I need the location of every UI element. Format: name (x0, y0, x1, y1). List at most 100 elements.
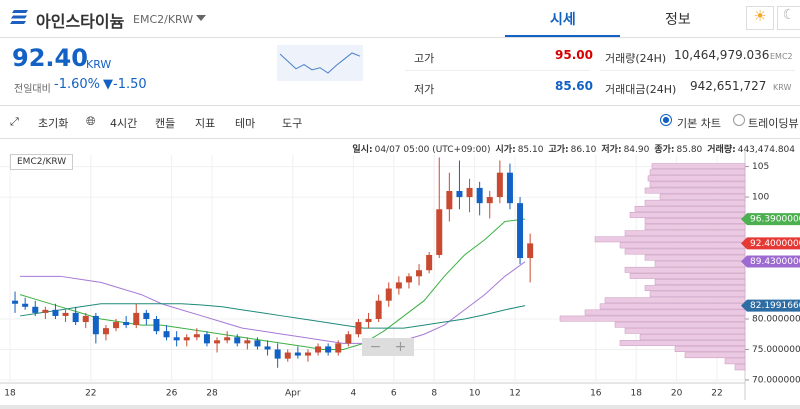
profile-bar (624, 327, 746, 334)
tab-active[interactable] (505, 0, 620, 37)
value-label: 거래대금(24H) (605, 83, 677, 96)
x-tick-label: 4 (351, 389, 357, 399)
y-tick-label: 75.00000000 (752, 345, 800, 355)
candle-body (173, 337, 180, 341)
profile-bar (619, 340, 746, 346)
candle-body (517, 203, 524, 259)
profile-bar (599, 303, 746, 310)
chart-mode[interactable]: 트레이딩뷰 (748, 117, 799, 130)
profile-bar (734, 364, 746, 371)
ma-line (20, 261, 526, 344)
info-label: 고가: (548, 145, 569, 155)
profile-bar (654, 279, 746, 285)
info-value: 443,474.804 (737, 145, 795, 155)
tool[interactable]: 4시간 (110, 117, 138, 130)
profile-bar (724, 358, 746, 365)
radio[interactable] (733, 114, 745, 126)
x-tick-label: 18 (630, 389, 642, 399)
candle-body (446, 190, 453, 210)
tool[interactable]: 초기화 (38, 117, 69, 130)
profile-bar (644, 187, 746, 194)
profile-bar (651, 163, 746, 170)
candle-body (385, 288, 392, 301)
tab[interactable]: 정보 (665, 12, 691, 28)
x-tick-label: 22 (85, 389, 96, 399)
candle-body (294, 352, 301, 356)
tab[interactable]: 시세 (550, 12, 576, 28)
profile-bar (644, 254, 746, 261)
candle-body (466, 187, 473, 198)
ma-line (19, 218, 526, 350)
candle-body (12, 300, 19, 304)
candle-body (244, 340, 251, 344)
candle-body (72, 312, 79, 323)
candle-body (22, 303, 29, 307)
x-tick-label: 16 (590, 389, 602, 399)
candle-body (355, 322, 362, 335)
ohlc-info: 일시: 04/07 05:00 (UTC+09:00) 시가: 85.10 고가: 86.… (347, 142, 795, 155)
price-tag (741, 213, 800, 226)
candle-body (163, 331, 170, 338)
light-mode[interactable]: ☀ (746, 6, 774, 30)
info-label: 시가: (495, 145, 516, 155)
price-tag-label: 82.19916667 (750, 301, 800, 311)
trade-value: 942,651,727 (690, 79, 767, 93)
sparkline-line (279, 52, 361, 74)
candle-body (193, 334, 200, 338)
tool[interactable]: 도구 (282, 117, 303, 130)
profile-bar (624, 248, 746, 255)
chart: 18 22 26 28 Apr 4 6 8 10 12 16 18 20 22 105 100 80.00000… (0, 150, 800, 409)
candle-body (304, 352, 311, 356)
price-tag (741, 237, 800, 250)
candle-body (375, 300, 382, 319)
tool[interactable]: 캔들 (155, 117, 176, 130)
candle-body (113, 322, 120, 329)
profile-bar (604, 297, 746, 304)
candle-body (476, 187, 483, 204)
info-label: 저가: (601, 145, 622, 155)
chart-mode[interactable]: 기본 차트 (677, 117, 721, 130)
profile-bar (644, 218, 746, 224)
change-rate: -1.60% (54, 77, 100, 92)
x-tick-label: 18 (4, 389, 16, 399)
info-label: 일시: (352, 145, 373, 155)
tool[interactable]: 테마 (235, 117, 256, 130)
zoom-control[interactable]: − + (362, 338, 414, 356)
candle-body (92, 315, 99, 335)
info-value: 84.90 (623, 145, 650, 155)
pair: EMC2/KRW (133, 13, 194, 26)
candle-body (102, 328, 109, 335)
candle-body (123, 322, 130, 326)
candle-body (345, 334, 352, 344)
candle-body (486, 197, 493, 204)
scrollbar (0, 405, 800, 409)
profile-bar (649, 291, 746, 298)
profile-bar (654, 260, 746, 267)
profile-bar (644, 285, 746, 292)
profile-bar (559, 315, 746, 322)
candle-body (203, 334, 210, 344)
globe[interactable]: 🌐︎ (86, 114, 96, 128)
dropdown[interactable] (195, 14, 207, 22)
candle-body (506, 172, 513, 204)
sparkline (277, 45, 363, 81)
info-value: 86.10 (570, 145, 597, 155)
dark-mode[interactable]: ☾ (777, 6, 800, 30)
candle-body (143, 312, 150, 319)
candle-body (284, 352, 291, 359)
candle-body (52, 309, 59, 316)
candle-body (395, 282, 402, 289)
profile-bar (644, 224, 746, 231)
expand[interactable]: ⤢ (10, 115, 19, 128)
candle-body (335, 343, 342, 353)
tool[interactable]: 지표 (195, 117, 216, 130)
radio-checked[interactable] (660, 114, 672, 126)
candle-body (224, 337, 231, 341)
y-tick-label: 105 (752, 162, 769, 172)
x-tick-label: 10 (469, 389, 481, 399)
y-tick-label: 100 (752, 193, 769, 203)
x-tick-label: Apr (285, 389, 301, 399)
profile-bar (649, 169, 746, 176)
candle-body (365, 318, 372, 323)
x-tick-label: 12 (509, 389, 520, 399)
